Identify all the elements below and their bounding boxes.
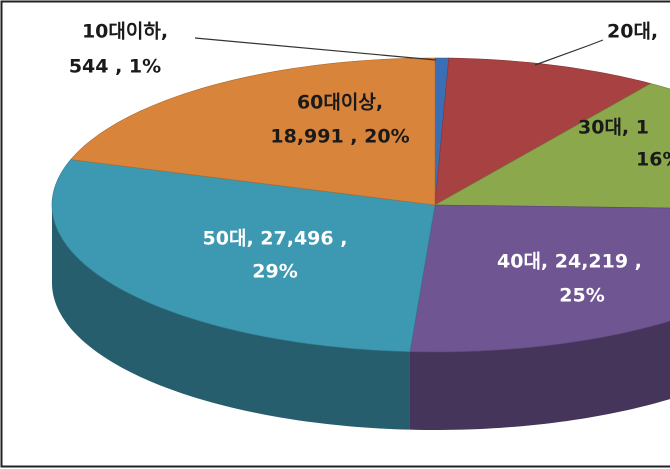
leader-line xyxy=(534,39,604,66)
data-label: 10대이하, xyxy=(82,21,168,43)
slice xyxy=(433,83,670,209)
slice-side xyxy=(409,321,670,430)
data-label: 544 , 1% xyxy=(69,56,161,78)
slice xyxy=(51,159,436,352)
data-label: 16% xyxy=(636,149,670,171)
slice xyxy=(434,57,652,206)
leader-line xyxy=(194,37,437,61)
data-label: 25% xyxy=(559,285,604,307)
data-label: 50대, 27,496 , xyxy=(203,228,348,250)
data-label: 18,991 , 20% xyxy=(270,126,409,148)
data-label: 60대이상, xyxy=(297,92,383,114)
data-label: 30대, 1 xyxy=(578,117,649,139)
pie xyxy=(51,57,670,430)
slice xyxy=(409,204,670,353)
data-label: 20대, xyxy=(607,21,658,43)
slice xyxy=(70,57,436,206)
slice-side xyxy=(52,205,410,430)
data-label: 29% xyxy=(252,261,297,283)
data-label: 40대, 24,219 , xyxy=(497,251,642,273)
